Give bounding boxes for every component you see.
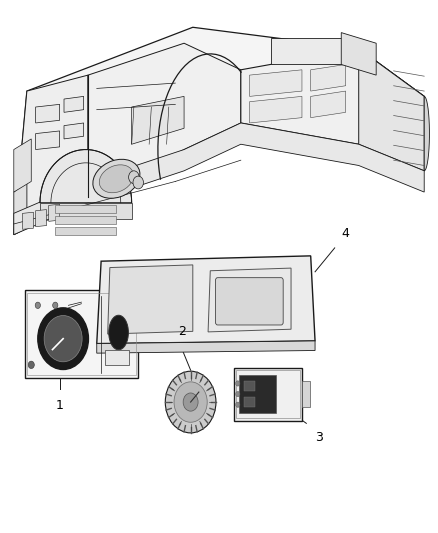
Ellipse shape bbox=[99, 165, 134, 193]
Bar bbox=[25, 290, 138, 378]
Text: 4: 4 bbox=[341, 227, 349, 240]
Polygon shape bbox=[55, 216, 117, 224]
Text: 3: 3 bbox=[315, 431, 323, 445]
Text: 2: 2 bbox=[178, 325, 186, 338]
Polygon shape bbox=[272, 38, 350, 64]
Ellipse shape bbox=[93, 159, 140, 198]
Circle shape bbox=[174, 382, 207, 422]
Text: 1: 1 bbox=[56, 399, 64, 413]
Polygon shape bbox=[49, 204, 60, 221]
Polygon shape bbox=[64, 123, 84, 139]
Polygon shape bbox=[311, 64, 346, 91]
Bar bbox=[239, 375, 276, 413]
Polygon shape bbox=[208, 268, 291, 332]
Polygon shape bbox=[241, 49, 424, 171]
Polygon shape bbox=[14, 181, 27, 235]
Circle shape bbox=[129, 171, 139, 183]
Bar bbox=[244, 381, 255, 391]
Polygon shape bbox=[35, 209, 46, 227]
Polygon shape bbox=[97, 256, 315, 344]
Polygon shape bbox=[108, 265, 193, 334]
Polygon shape bbox=[22, 212, 33, 229]
Circle shape bbox=[44, 316, 82, 362]
Polygon shape bbox=[132, 96, 184, 144]
Circle shape bbox=[53, 302, 58, 309]
Polygon shape bbox=[40, 203, 132, 219]
Polygon shape bbox=[14, 75, 88, 235]
Polygon shape bbox=[55, 205, 117, 213]
Polygon shape bbox=[40, 150, 132, 203]
Polygon shape bbox=[88, 43, 241, 197]
Polygon shape bbox=[55, 227, 117, 235]
Polygon shape bbox=[341, 33, 376, 75]
Polygon shape bbox=[64, 96, 84, 112]
Circle shape bbox=[165, 371, 216, 433]
Bar bbox=[27, 293, 136, 375]
Polygon shape bbox=[250, 70, 302, 96]
Circle shape bbox=[28, 361, 34, 368]
Circle shape bbox=[183, 393, 198, 411]
Polygon shape bbox=[311, 91, 346, 118]
Circle shape bbox=[35, 302, 40, 309]
Circle shape bbox=[133, 176, 144, 189]
Circle shape bbox=[236, 402, 240, 407]
Bar bbox=[106, 350, 130, 365]
Polygon shape bbox=[14, 123, 424, 235]
Bar bbox=[234, 368, 302, 421]
Ellipse shape bbox=[109, 315, 128, 350]
Polygon shape bbox=[35, 104, 60, 123]
Bar bbox=[302, 381, 310, 407]
FancyBboxPatch shape bbox=[215, 278, 283, 325]
Polygon shape bbox=[250, 96, 302, 123]
Circle shape bbox=[236, 391, 240, 397]
Polygon shape bbox=[424, 96, 429, 171]
Polygon shape bbox=[14, 27, 424, 235]
Polygon shape bbox=[14, 139, 31, 192]
Circle shape bbox=[38, 308, 88, 369]
Circle shape bbox=[236, 381, 240, 386]
Polygon shape bbox=[359, 49, 424, 171]
Polygon shape bbox=[35, 131, 60, 150]
Bar bbox=[237, 370, 300, 418]
Bar bbox=[244, 397, 255, 407]
Polygon shape bbox=[97, 341, 315, 353]
